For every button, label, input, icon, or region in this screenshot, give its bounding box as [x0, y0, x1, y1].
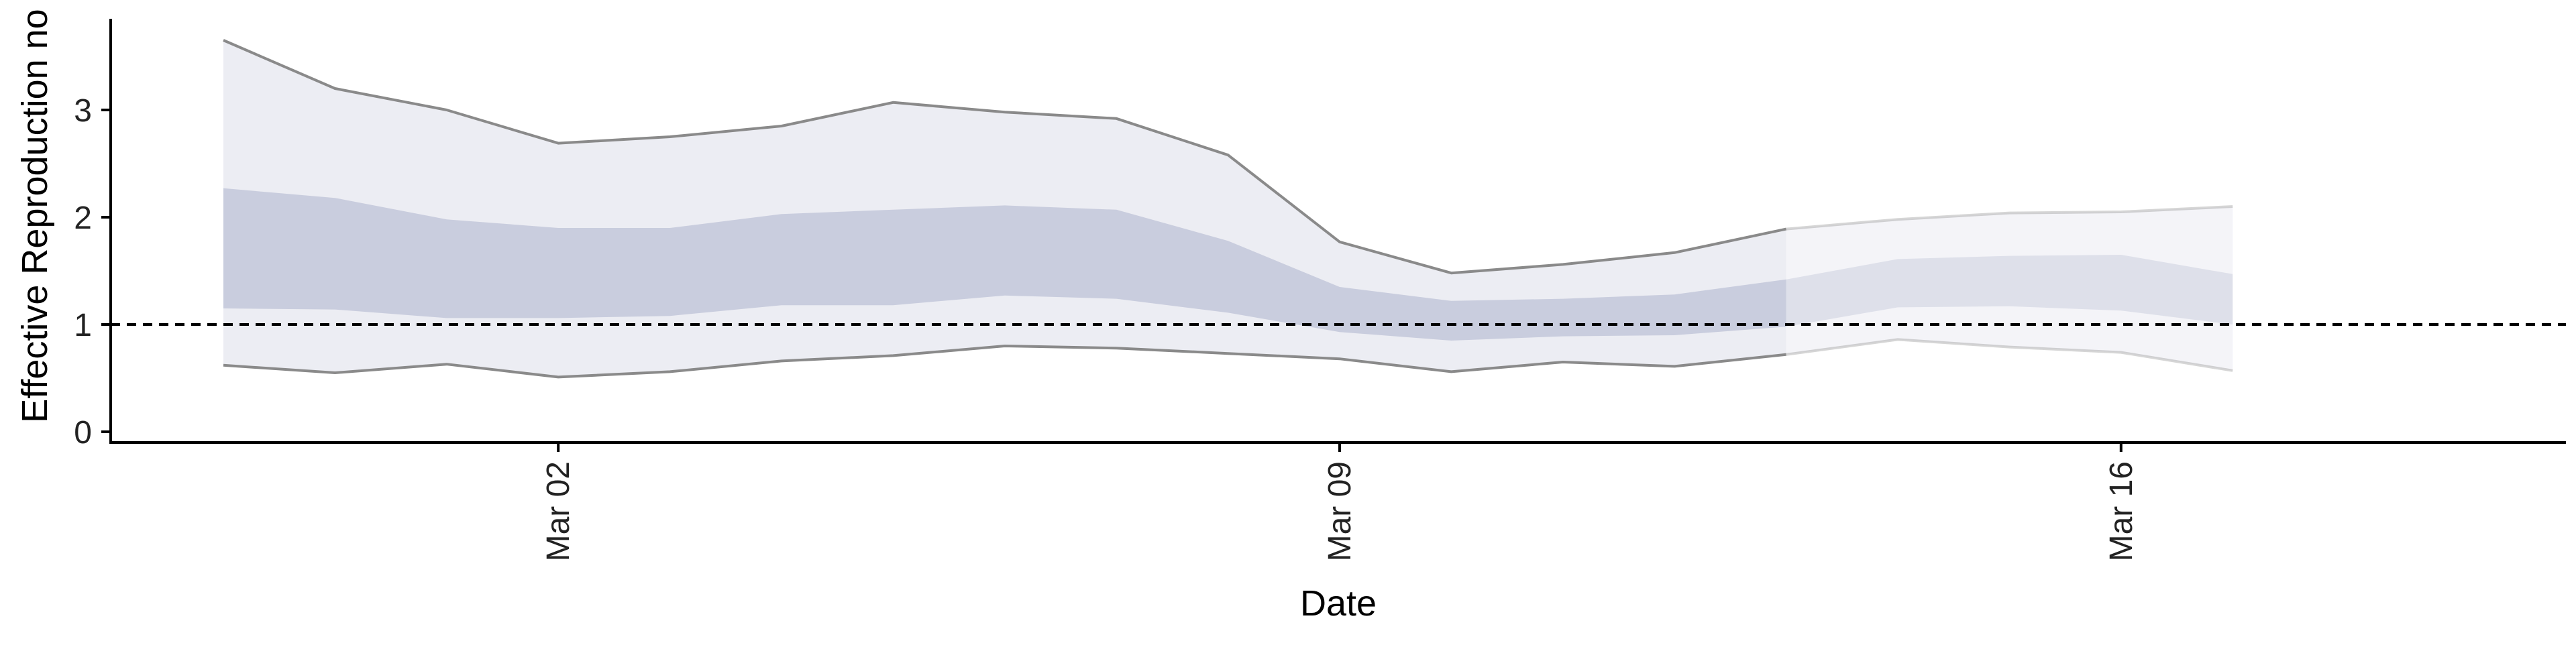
lower-bound-line-projected	[1786, 338, 2233, 372]
x-tick-label: Mar 16	[2104, 461, 2139, 561]
inner-band-projected	[1786, 255, 2233, 327]
upper-bound-line-projected	[1786, 205, 2233, 231]
inner-band	[223, 188, 1786, 341]
band-layer	[223, 40, 2233, 377]
y-tick-label: 3	[74, 93, 92, 129]
y-tick-label: 2	[74, 200, 92, 236]
y-tick-label: 1	[74, 308, 92, 343]
x-tick-label: Mar 09	[1322, 461, 1358, 561]
x-axis-title: Date	[1300, 583, 1377, 624]
y-axis-ticks: 0 1 2 3	[74, 93, 111, 451]
y-tick-label: 0	[74, 415, 92, 451]
x-axis-ticks: Mar 02 Mar 09 Mar 16	[541, 443, 2139, 561]
x-tick-label: Mar 02	[541, 461, 576, 561]
bound-line-layer	[223, 39, 2233, 379]
outer-band-projected	[1786, 207, 2233, 371]
y-axis-title: Effective Reproduction no	[15, 9, 55, 422]
lower-bound-line	[223, 345, 1786, 379]
upper-bound-line	[223, 39, 1787, 275]
